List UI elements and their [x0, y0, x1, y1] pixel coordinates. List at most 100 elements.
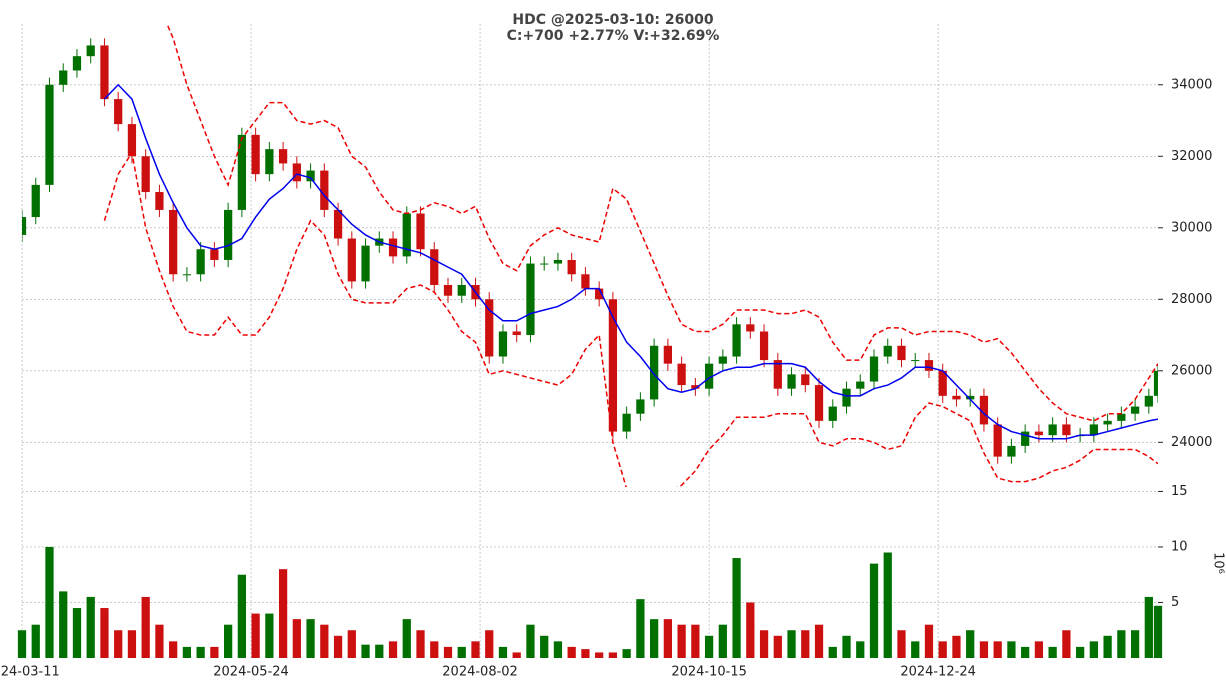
- volume-bar: [320, 624, 329, 658]
- chart-title: HDC @2025-03-10: 26000: [512, 12, 713, 28]
- candle-body: [114, 99, 123, 125]
- volume-bar: [966, 630, 975, 658]
- candle-body: [553, 259, 563, 264]
- candle-body: [622, 413, 631, 432]
- volume-bar: [114, 630, 123, 658]
- candle-body: [100, 45, 109, 100]
- volume-bar: [567, 646, 576, 658]
- volume-bar: [814, 624, 824, 658]
- candle-body: [72, 56, 82, 71]
- candle-body: [883, 345, 892, 357]
- y-tick-label: 15: [1171, 484, 1188, 499]
- volume-bar: [1144, 596, 1153, 658]
- candle-body: [320, 170, 329, 210]
- volume-bar: [1048, 646, 1057, 658]
- candle-body: [292, 163, 301, 182]
- volume-bar: [498, 646, 508, 658]
- candle-body: [691, 385, 700, 389]
- candle-body: [31, 184, 40, 218]
- ma-line: [103, 83, 1158, 440]
- volume-bar: [732, 558, 741, 658]
- x-tick-label: 2024-05-24: [213, 665, 289, 680]
- candle-body: [732, 324, 741, 357]
- candle-body: [457, 284, 466, 296]
- candle-body: [924, 360, 934, 371]
- volume-bar: [512, 652, 521, 658]
- candle-body: [127, 124, 137, 157]
- candle-body: [869, 356, 879, 382]
- volume-bar: [1062, 630, 1071, 658]
- volume-bar: [718, 624, 727, 658]
- volume-bar: [402, 619, 411, 658]
- candle-body: [1117, 413, 1126, 421]
- x-tick-label: 2024-08-02: [442, 665, 518, 680]
- candle-body: [196, 249, 205, 275]
- volume-bar: [622, 649, 631, 658]
- candle-body: [1021, 431, 1030, 446]
- candle-body: [718, 356, 727, 364]
- candle-body: [278, 149, 288, 164]
- candle-body: [416, 213, 425, 250]
- volume-bar: [100, 608, 109, 658]
- x-tick-label: 2024-10-15: [671, 665, 747, 680]
- candle-body: [773, 360, 782, 389]
- candle-body: [966, 395, 975, 400]
- candle-body: [224, 209, 233, 260]
- candle-body: [801, 374, 810, 386]
- volume-bar: [828, 646, 837, 658]
- candle-body: [22, 217, 27, 235]
- volume-bar: [924, 624, 934, 658]
- candle-body: [979, 395, 989, 425]
- candle-body: [911, 360, 920, 362]
- candle-body: [512, 331, 521, 336]
- y-tick-label: 34000: [1171, 77, 1212, 92]
- candle-body: [677, 363, 686, 386]
- volume-bar: [443, 646, 453, 658]
- candle-body: [333, 209, 343, 239]
- candle-body: [306, 170, 315, 182]
- candle-body: [787, 374, 796, 389]
- volume-bar: [526, 624, 535, 658]
- candle-body: [704, 363, 714, 389]
- candle-body: [86, 45, 95, 57]
- candle-body: [636, 399, 645, 414]
- volume-bar: [663, 619, 672, 658]
- candle-body: [1103, 420, 1112, 425]
- candle-body: [567, 259, 576, 275]
- volume-bar: [306, 619, 315, 658]
- volume-bar: [691, 624, 700, 658]
- candle-body: [361, 245, 370, 282]
- volume-bar: [86, 596, 95, 658]
- volume-bar: [72, 608, 82, 658]
- axes: 2024-03-11 2024-05-24 2024-08-02 2024-10-15…: [0, 77, 1226, 679]
- volume-bar: [1103, 635, 1112, 658]
- x-tick-label: 2024-03-11: [0, 665, 60, 680]
- volume-bar: [375, 644, 384, 658]
- volume-axis-label: 10⁶: [1211, 552, 1226, 574]
- candle-body: [1062, 424, 1071, 436]
- x-tick-label: 2024-12-24: [900, 665, 976, 680]
- volume-bar: [938, 641, 947, 658]
- volume-bar: [457, 646, 466, 658]
- candle-body: [402, 213, 411, 257]
- volume-bar: [224, 624, 233, 658]
- volume-bar: [801, 630, 810, 658]
- volume-bar: [430, 641, 439, 658]
- candle-body: [1089, 424, 1098, 436]
- volume-bar: [952, 635, 961, 658]
- volume-bar: [842, 635, 851, 658]
- candle-body: [650, 345, 659, 400]
- candle-body: [251, 134, 260, 175]
- candle-body: [498, 331, 508, 357]
- candle-body: [1153, 370, 1158, 396]
- candle-body: [993, 424, 1002, 457]
- volume-bar: [677, 624, 686, 658]
- candle-body: [347, 238, 356, 282]
- volume-bar: [883, 552, 892, 658]
- volume-bar: [347, 630, 356, 658]
- candle-body: [155, 192, 164, 210]
- candle-body: [746, 324, 755, 332]
- volume-bar: [265, 613, 274, 658]
- upper-band: [166, 24, 1158, 422]
- volume-bar: [1089, 641, 1098, 658]
